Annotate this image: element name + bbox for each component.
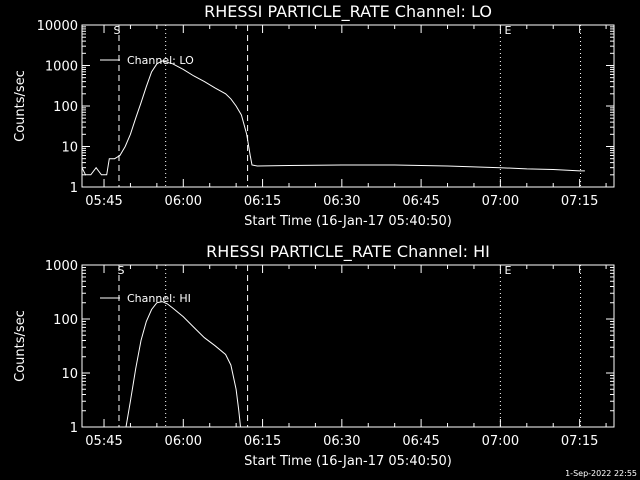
panel-hi-series-line-0 (125, 301, 241, 428)
panel-lo-xtick-label-5: 07:00 (482, 194, 519, 209)
panel-lo-ytick-label-4: 10000 (37, 19, 78, 34)
panel-lo-start-marker: S (114, 24, 121, 37)
panel-lo-xtick-label-0: 05:45 (85, 194, 122, 209)
panel-hi-ytick-label-0: 1 (70, 421, 78, 436)
panel-lo-xtick-label-3: 06:30 (323, 194, 360, 209)
panel-lo-series-line-0 (81, 60, 585, 176)
panel-lo-series (81, 60, 585, 176)
panel-hi-legend-label: Channel: HI (127, 292, 191, 305)
panel-lo-ytick-label-0: 1 (70, 181, 78, 196)
panel-hi-title: RHESSI PARTICLE_RATE Channel: HI (206, 242, 490, 262)
panel-lo-legend-label: Channel: LO (127, 54, 194, 67)
panel-lo-ytick-label-1: 10 (61, 141, 78, 156)
panel-lo-xtick-label-4: 06:45 (402, 194, 439, 209)
panel-hi-ylabel: Counts/sec (13, 310, 28, 382)
panel-hi-xtick-label-2: 06:15 (244, 434, 281, 449)
panel-lo-title: RHESSI PARTICLE_RATE Channel: LO (204, 2, 492, 22)
panel-hi-start-marker: S (118, 264, 125, 277)
panel-hi-xtick-label-3: 06:30 (323, 434, 360, 449)
panel-hi-xtick-label-4: 06:45 (402, 434, 439, 449)
panel-lo-end-marker: E (505, 24, 512, 37)
panel-hi-xtick-label-1: 06:00 (165, 434, 202, 449)
panel-hi-end-marker: E (505, 264, 512, 277)
panel-hi-ytick-label-2: 100 (53, 313, 78, 328)
panel-lo-ytick-label-3: 1000 (45, 60, 78, 75)
panel-lo-xlabel: Start Time (16-Jan-17 05:40:50) (244, 214, 452, 229)
panel-lo-xtick-label-1: 06:00 (165, 194, 202, 209)
panel-lo-ylabel: Counts/sec (13, 70, 28, 142)
panel-lo: RHESSI PARTICLE_RATE Channel: LO 1 10 100 1… (13, 2, 615, 229)
panel-hi-xtick-label-6: 07:15 (561, 434, 598, 449)
generation-timestamp: 1-Sep-2022 22:55 (565, 469, 637, 478)
panel-hi-plot-frame (81, 264, 615, 428)
panel-hi-xtick-label-0: 05:45 (85, 434, 122, 449)
panel-hi-series (125, 301, 241, 428)
panel-lo-xtick-label-6: 07:15 (561, 194, 598, 209)
panel-hi-ytick-label-3: 1000 (45, 259, 78, 274)
panel-hi-xlabel: Start Time (16-Jan-17 05:40:50) (244, 454, 452, 469)
panel-hi-ytick-label-1: 10 (61, 367, 78, 382)
panel-hi-xtick-label-5: 07:00 (482, 434, 519, 449)
panel-lo-xtick-label-2: 06:15 (244, 194, 281, 209)
panel-hi: RHESSI PARTICLE_RATE Channel: HI 1 10 100 1… (13, 242, 615, 469)
panel-lo-ytick-label-2: 100 (53, 100, 78, 115)
